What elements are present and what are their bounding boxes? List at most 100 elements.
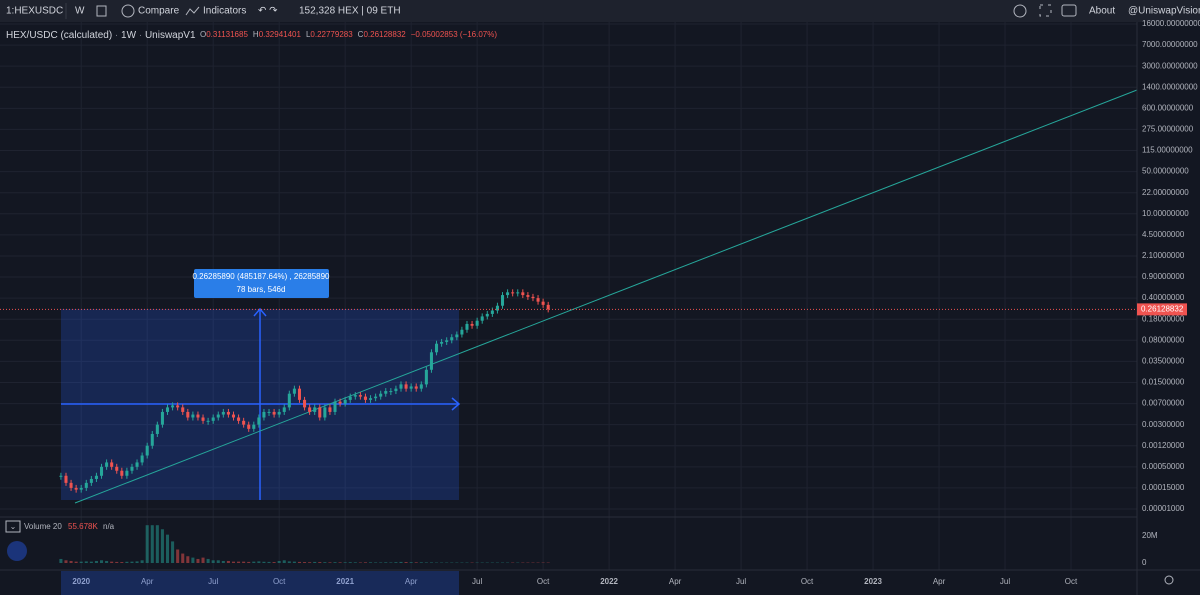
x-tick-label: Apr	[933, 577, 946, 586]
volume-bar	[125, 561, 129, 563]
volume-bar	[303, 562, 307, 563]
volume-bar	[99, 560, 104, 563]
x-tick-label: 2020	[72, 577, 90, 586]
y-tick-label: 4.50000000	[1142, 230, 1185, 239]
volume-bar	[242, 561, 246, 563]
volume-bar	[216, 560, 220, 563]
candle-body	[445, 340, 449, 342]
x-tick-label: Oct	[801, 577, 814, 586]
candle-body	[516, 292, 520, 294]
candle-body	[262, 411, 266, 418]
volume-value: 55.678K	[68, 522, 98, 531]
ohlc-key: C	[358, 30, 364, 39]
volume-bar	[186, 556, 190, 563]
measure-arrow	[253, 307, 267, 317]
volume-bar	[308, 562, 312, 563]
candle-body	[211, 417, 215, 421]
interval[interactable]: W	[75, 6, 85, 17]
last-price-bg	[1137, 303, 1187, 316]
volume-bar	[150, 525, 154, 563]
candle-body	[485, 313, 489, 317]
volume-bar	[424, 562, 428, 563]
undo[interactable]: ↶ ↷	[258, 6, 278, 17]
volume-bar	[89, 561, 93, 563]
candle-body	[292, 388, 296, 394]
candle-body	[424, 369, 428, 385]
candle-body	[84, 482, 88, 488]
volume-bar	[110, 561, 114, 563]
candle-body	[546, 304, 550, 310]
compare[interactable]: Compare	[138, 6, 180, 17]
volume-tick-label: 20M	[1142, 531, 1158, 540]
volume-bar	[140, 560, 144, 563]
user[interactable]: @UniswapVision	[1128, 6, 1200, 17]
volume-bar	[333, 562, 337, 563]
candle-body	[435, 343, 439, 353]
candle-body	[165, 407, 170, 412]
y-tick-label: 0.01500000	[1142, 378, 1185, 387]
candle-body	[429, 352, 433, 370]
candle-body	[536, 298, 540, 302]
chart-type-icon[interactable]	[96, 5, 107, 17]
indicators-icon[interactable]	[185, 6, 200, 16]
logo[interactable]	[7, 541, 27, 561]
candle-body	[343, 399, 347, 404]
x-tick-label: 2022	[600, 577, 618, 586]
about[interactable]: About	[1089, 6, 1115, 17]
settings-icon[interactable]	[1013, 4, 1027, 18]
volume-bar	[257, 561, 261, 563]
snapshot-icon[interactable]	[1061, 4, 1077, 17]
volume-bar	[282, 560, 286, 563]
volume-title: Volume 20	[24, 522, 62, 531]
candle-body	[120, 470, 124, 476]
fullscreen-icon[interactable]	[1039, 4, 1052, 17]
candle-body	[110, 462, 114, 467]
collapse-icon[interactable]: ⌄	[10, 522, 17, 531]
volume-bar	[64, 560, 68, 563]
symbol[interactable]: 1:HEXUSDC	[6, 6, 63, 17]
candle-body	[419, 384, 423, 389]
x-tick-label: Oct	[273, 577, 286, 586]
volume-bar	[267, 561, 271, 563]
x-tick-label: 2023	[864, 577, 882, 586]
collapse[interactable]	[5, 520, 21, 533]
candle-body	[155, 424, 159, 434]
volume-bar	[287, 561, 291, 563]
candle-body	[287, 393, 291, 408]
candle-body	[333, 401, 337, 412]
candle-body	[460, 329, 464, 335]
volume-bar	[135, 561, 139, 563]
volume-bar	[160, 529, 164, 563]
candle-body	[140, 455, 144, 463]
candle-body	[150, 433, 154, 446]
volume-bar	[323, 562, 327, 563]
candle-body	[171, 405, 175, 408]
candle-body	[353, 395, 357, 397]
volume-bar	[196, 558, 200, 563]
x-tick-label: 2021	[336, 577, 354, 586]
x-tick-label: Oct	[1065, 577, 1078, 586]
volume-bar	[363, 562, 367, 563]
volume-bar	[206, 558, 210, 563]
volume-bar	[74, 561, 78, 563]
candle-body	[277, 411, 281, 415]
measure-label: 0.26285890 (485187.64%) , 26285890	[192, 272, 330, 281]
volume-bar	[79, 561, 83, 563]
volume-bar	[384, 562, 388, 563]
x-tick-label: Jul	[736, 577, 746, 586]
volume-bar	[374, 562, 378, 563]
compare-icon[interactable]	[121, 4, 135, 18]
candle-body	[94, 475, 98, 479]
volume-bar	[399, 561, 403, 563]
axis-settings[interactable]	[1164, 575, 1174, 585]
y-tick-label: 3000.00000000	[1142, 61, 1198, 70]
candle-body	[64, 475, 68, 483]
candle-body	[201, 417, 205, 421]
candle-body	[130, 466, 134, 471]
legend-title: HEX/USDC (calculated) · 1W · UniswapV1	[6, 30, 196, 41]
volume-extra: n/a	[103, 522, 115, 531]
candle-body	[526, 295, 530, 297]
volume-bar	[237, 561, 241, 563]
candle-body	[511, 292, 515, 294]
indicators[interactable]: Indicators	[203, 6, 246, 17]
